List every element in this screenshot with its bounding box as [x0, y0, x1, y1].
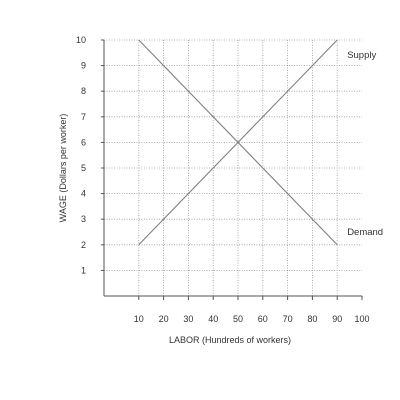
supply-label: Supply	[347, 50, 376, 61]
axes	[103, 40, 362, 297]
x-tick-label-40: 40	[208, 314, 218, 324]
y-tick-label-7: 7	[81, 112, 86, 122]
x-tick-label-10: 10	[134, 314, 144, 324]
x-tick-label-100: 100	[354, 314, 369, 324]
x-tick-label-80: 80	[307, 314, 317, 324]
series: Supply Demand	[138, 39, 383, 246]
x-tick-label-60: 60	[258, 314, 268, 324]
tick-labels: 1 2 3 4 5 6 7 8 9 10 10 20 30 40 50 60 70 80 90 100	[76, 35, 370, 324]
y-tick-label-5: 5	[81, 163, 86, 173]
y-tick-label-4: 4	[81, 189, 86, 199]
x-tick-label-50: 50	[233, 314, 243, 324]
y-tick-label-3: 3	[81, 214, 86, 224]
x-axis-title: LABOR (Hundreds of workers)	[169, 335, 291, 345]
x-tick-label-90: 90	[332, 314, 342, 324]
demand-label: Demand	[347, 227, 383, 238]
demand-curve	[138, 39, 338, 246]
x-tick-label-70: 70	[283, 314, 293, 324]
y-tick-label-1: 1	[81, 265, 86, 275]
x-tick-label-30: 30	[183, 314, 193, 324]
y-tick-label-2: 2	[81, 240, 86, 250]
y-tick-label-9: 9	[81, 61, 86, 71]
y-axis-title: WAGE (Dollars per worker)	[58, 114, 68, 223]
grid	[104, 39, 362, 296]
y-tick-label-8: 8	[81, 86, 86, 96]
y-tick-label-6: 6	[81, 137, 86, 147]
y-tick-label-10: 10	[76, 35, 86, 45]
x-tick-label-20: 20	[159, 314, 169, 324]
